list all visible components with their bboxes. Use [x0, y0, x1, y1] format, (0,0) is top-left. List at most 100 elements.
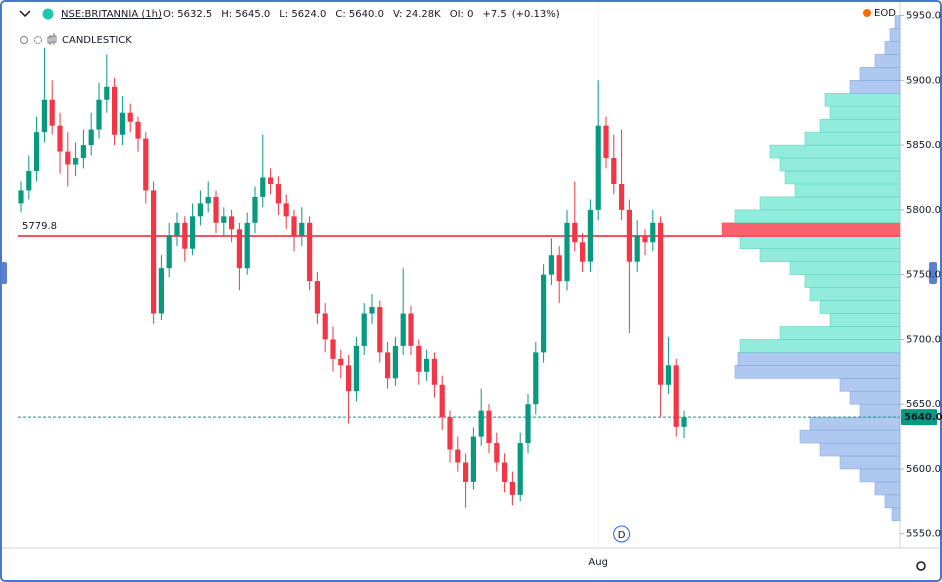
x-tick-label: Aug	[588, 557, 608, 568]
legend-item: OI: 0	[450, 9, 474, 20]
profile-bar	[779, 157, 901, 172]
y-tick-label: 5900.0	[906, 75, 941, 86]
candle-body	[611, 158, 617, 184]
profile-bar	[734, 209, 901, 224]
candle-body	[18, 190, 24, 204]
change-percent: (+0.13%)	[512, 9, 560, 20]
profile-bar	[884, 41, 901, 55]
candle-body	[283, 203, 289, 217]
profile-bar	[734, 365, 901, 379]
candle-body	[244, 222, 250, 269]
candle-body	[104, 86, 110, 100]
candle-body	[135, 121, 141, 139]
candle-body	[330, 339, 336, 359]
event-marker	[613, 525, 631, 543]
legend-item: H: 5645.0	[221, 9, 270, 20]
candle-body	[416, 345, 422, 372]
y-tick-label: 5700.0	[906, 334, 941, 345]
profile-bar	[819, 442, 901, 457]
profile-bar	[884, 494, 901, 509]
candle-body	[580, 242, 586, 262]
price-level-label: 5779.8	[22, 221, 57, 232]
candle-body	[353, 345, 359, 392]
candle-body	[213, 196, 219, 223]
last-price-label: 5640.0	[904, 412, 942, 423]
symbol-icon	[42, 8, 54, 20]
legend-item: V: 24.28K	[393, 9, 441, 20]
candle-body	[229, 216, 235, 230]
profile-bar	[819, 118, 901, 133]
left-handle[interactable]	[1, 262, 7, 284]
candle-icon	[47, 33, 57, 45]
candle-body	[673, 365, 679, 427]
collapse-icon[interactable]	[19, 10, 31, 18]
candle-body	[80, 145, 86, 159]
candle-body	[252, 196, 258, 223]
y-tick-label: 5800.0	[906, 205, 941, 216]
y-tick-label: 5550.0	[906, 529, 941, 540]
candle-body	[455, 449, 461, 463]
candle-body	[431, 358, 437, 385]
candle-body	[96, 99, 102, 130]
candle-body	[509, 481, 515, 495]
candle-body	[205, 196, 211, 204]
profile-bar	[859, 468, 901, 483]
candle-body	[494, 443, 500, 463]
visibility-icon[interactable]	[20, 36, 28, 44]
candle-body	[517, 443, 523, 495]
ohlc-legend: O: 5632.5 H: 5645.0 L: 5624.0 C: 5640.0 V: 2…	[163, 9, 560, 20]
profile-bar	[799, 429, 901, 444]
candle-body	[634, 235, 640, 262]
candle-body	[346, 365, 352, 392]
feed-label: EOD	[874, 8, 896, 19]
candle-body	[112, 86, 118, 135]
candle-body	[291, 216, 297, 236]
profile-bar	[759, 248, 901, 262]
candle-body	[26, 171, 32, 191]
candle-body	[221, 216, 227, 223]
candle-body	[478, 410, 484, 437]
profile-bar	[829, 313, 901, 327]
candle-body	[322, 313, 328, 340]
candle-body	[564, 222, 570, 282]
symbol[interactable]: NSE:BRITANNIA (1h)	[61, 9, 162, 20]
candle-body	[548, 255, 554, 275]
profile-bar	[849, 80, 901, 94]
candle-body	[385, 352, 391, 379]
profile-bar	[784, 170, 901, 185]
profile-bar	[889, 28, 901, 42]
profile-bar	[721, 222, 901, 237]
profile-bar	[839, 455, 901, 470]
candle-body	[556, 255, 562, 282]
candle-body	[73, 158, 79, 165]
profile-bar	[824, 92, 901, 107]
right-handle[interactable]	[929, 262, 937, 284]
profile-bar	[874, 481, 901, 496]
candle-body	[369, 307, 375, 314]
candle-body	[166, 235, 172, 269]
settings-icon[interactable]	[34, 36, 42, 44]
gear-icon[interactable]	[916, 561, 926, 571]
candle-body	[88, 129, 94, 146]
candle-body	[41, 99, 47, 133]
feed-icon	[863, 9, 871, 17]
legend-item: O: 5632.5	[163, 9, 212, 20]
legend-item: C: 5640.0	[335, 9, 384, 20]
candle-body	[603, 125, 609, 159]
profile-bar	[894, 15, 901, 29]
chart-style: CANDLESTICK	[62, 35, 132, 46]
profile-bar	[819, 300, 901, 314]
candle-body	[541, 274, 547, 353]
candle-body	[174, 222, 180, 236]
candle-body	[525, 404, 531, 444]
candle-body	[119, 112, 125, 135]
y-tick-label: 5650.0	[906, 399, 941, 410]
profile-bar	[759, 196, 901, 211]
profile-bar	[891, 507, 901, 522]
candle-body	[650, 222, 656, 243]
y-tick-label: 5600.0	[906, 464, 941, 475]
profile-bar	[739, 339, 901, 353]
candle-body	[665, 365, 671, 385]
candle-body	[158, 268, 164, 314]
